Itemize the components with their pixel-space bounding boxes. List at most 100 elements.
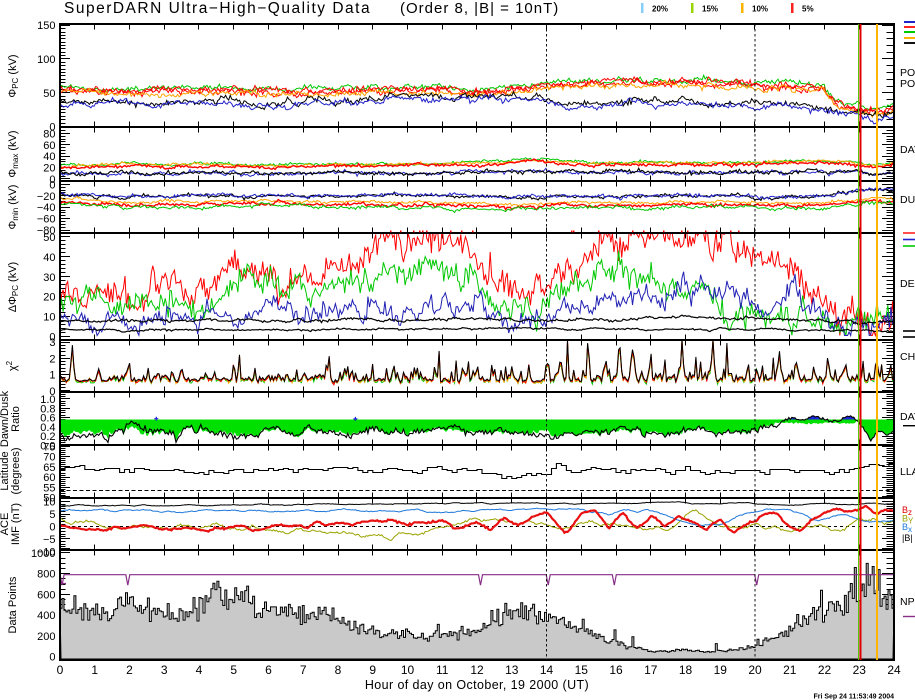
svg-text:0: 0 — [49, 386, 55, 398]
svg-text:|B|: |B| — [902, 533, 913, 543]
svg-text:(degrees): (degrees) — [10, 447, 22, 494]
svg-text:−40: −40 — [37, 202, 56, 214]
svg-text:Φmax (kV): Φmax (kV) — [7, 130, 20, 177]
svg-text:0.2: 0.2 — [40, 431, 55, 443]
svg-text:1: 1 — [91, 663, 98, 677]
svg-text:3: 3 — [49, 337, 55, 349]
svg-text:0: 0 — [49, 522, 55, 534]
svg-text:0.4: 0.4 — [40, 422, 55, 434]
svg-text:100: 100 — [37, 54, 55, 66]
svg-text:−10: −10 — [37, 547, 56, 559]
svg-text:POT: POT — [900, 67, 915, 79]
svg-text:DE: DE — [900, 278, 915, 290]
svg-text:Dawn/Dusk: Dawn/Dusk — [0, 390, 11, 447]
svg-text:0: 0 — [49, 122, 55, 134]
svg-text:13: 13 — [505, 663, 519, 677]
svg-text:(Order 8, |B| = 10nT): (Order 8, |B| = 10nT) — [400, 0, 559, 17]
svg-text:50: 50 — [43, 493, 55, 505]
svg-text:χ2: χ2 — [5, 360, 19, 371]
svg-text:1.0: 1.0 — [40, 394, 55, 406]
svg-text:Bx: Bx — [902, 522, 912, 534]
svg-text:22: 22 — [818, 663, 832, 677]
svg-text:23: 23 — [853, 663, 867, 677]
svg-text:Hour of day on October, 19 200: Hour of day on October, 19 2000 (UT) — [365, 678, 589, 692]
svg-text:ΦPC (kV): ΦPC (kV) — [7, 54, 20, 97]
svg-text:5: 5 — [49, 509, 55, 521]
svg-text:ACE: ACE — [0, 513, 11, 536]
svg-text:80: 80 — [43, 128, 55, 140]
svg-text:8: 8 — [335, 663, 342, 677]
svg-text:0: 0 — [49, 332, 55, 344]
svg-text:3: 3 — [161, 663, 168, 677]
svg-text:0: 0 — [49, 174, 55, 186]
svg-text:60: 60 — [43, 472, 55, 484]
svg-text:Ratio: Ratio — [10, 406, 22, 432]
svg-text:65: 65 — [43, 462, 55, 474]
svg-text:17: 17 — [644, 663, 658, 677]
svg-text:75: 75 — [43, 442, 55, 454]
svg-text:20: 20 — [43, 163, 55, 175]
svg-text:DUS: DUS — [900, 194, 915, 206]
svg-text:400: 400 — [37, 610, 55, 622]
svg-text:2: 2 — [49, 353, 55, 365]
svg-text:1000: 1000 — [31, 548, 55, 560]
svg-text:21: 21 — [783, 663, 797, 677]
svg-text:DAY: DAY — [900, 144, 915, 156]
svg-text:11: 11 — [436, 663, 449, 677]
svg-text:70: 70 — [43, 452, 55, 464]
svg-text:5: 5 — [230, 663, 237, 677]
svg-text:−60: −60 — [37, 214, 56, 226]
svg-text:NP: NP — [900, 596, 915, 608]
svg-text:BY: BY — [902, 514, 914, 526]
svg-text:LLA: LLA — [900, 466, 915, 478]
svg-text:10: 10 — [401, 663, 415, 677]
svg-text:0: 0 — [49, 652, 55, 664]
svg-text:6: 6 — [265, 663, 272, 677]
svg-text:16: 16 — [609, 663, 623, 677]
svg-text:0.6: 0.6 — [40, 413, 55, 425]
svg-text:CH: CH — [900, 351, 915, 363]
svg-text:5%: 5% — [802, 5, 814, 14]
svg-text:55: 55 — [43, 482, 55, 494]
svg-text:12: 12 — [470, 663, 484, 677]
svg-text:20: 20 — [748, 663, 762, 677]
svg-text:50: 50 — [43, 88, 55, 100]
svg-text:0.8: 0.8 — [40, 403, 55, 415]
svg-text:14: 14 — [540, 663, 554, 677]
svg-text:19: 19 — [714, 663, 728, 677]
svg-text:−20: −20 — [37, 191, 56, 203]
svg-text:−5: −5 — [43, 534, 56, 546]
svg-text:−80: −80 — [37, 225, 56, 237]
svg-text:24: 24 — [887, 663, 901, 677]
svg-text:9: 9 — [369, 663, 376, 677]
svg-text:15%: 15% — [702, 5, 718, 14]
svg-text:IMF (nT): IMF (nT) — [10, 503, 22, 545]
svg-text:20%: 20% — [652, 5, 668, 14]
svg-text:800: 800 — [37, 569, 55, 581]
svg-text:2: 2 — [126, 663, 133, 677]
svg-text:0: 0 — [57, 663, 64, 677]
svg-text:Fri Sep 24 11:53:49 2004: Fri Sep 24 11:53:49 2004 — [813, 694, 894, 700]
svg-text:15: 15 — [575, 663, 589, 677]
svg-text:30: 30 — [43, 272, 55, 284]
svg-text:ΔΦPC (kV): ΔΦPC (kV) — [7, 262, 20, 312]
svg-text:150: 150 — [37, 20, 55, 32]
svg-text:50: 50 — [43, 232, 55, 244]
svg-text:60: 60 — [43, 140, 55, 152]
svg-text:40: 40 — [43, 151, 55, 163]
svg-text:10: 10 — [43, 497, 55, 509]
svg-text:7: 7 — [300, 663, 307, 677]
svg-text:Latitude: Latitude — [0, 451, 11, 490]
svg-text:Φmin (kV): Φmin (kV) — [7, 185, 20, 230]
svg-text:600: 600 — [37, 589, 55, 601]
svg-text:Bz: Bz — [902, 505, 912, 517]
svg-text:0: 0 — [49, 179, 55, 191]
svg-text:20: 20 — [43, 292, 55, 304]
svg-text:18: 18 — [679, 663, 693, 677]
svg-text:200: 200 — [37, 631, 55, 643]
svg-text:POT: POT — [900, 78, 915, 90]
svg-text:4: 4 — [196, 663, 203, 677]
svg-text:10: 10 — [43, 312, 55, 324]
svg-text:SuperDARN Ultra−High−Quality D: SuperDARN Ultra−High−Quality Data — [64, 0, 371, 17]
svg-text:40: 40 — [43, 252, 55, 264]
